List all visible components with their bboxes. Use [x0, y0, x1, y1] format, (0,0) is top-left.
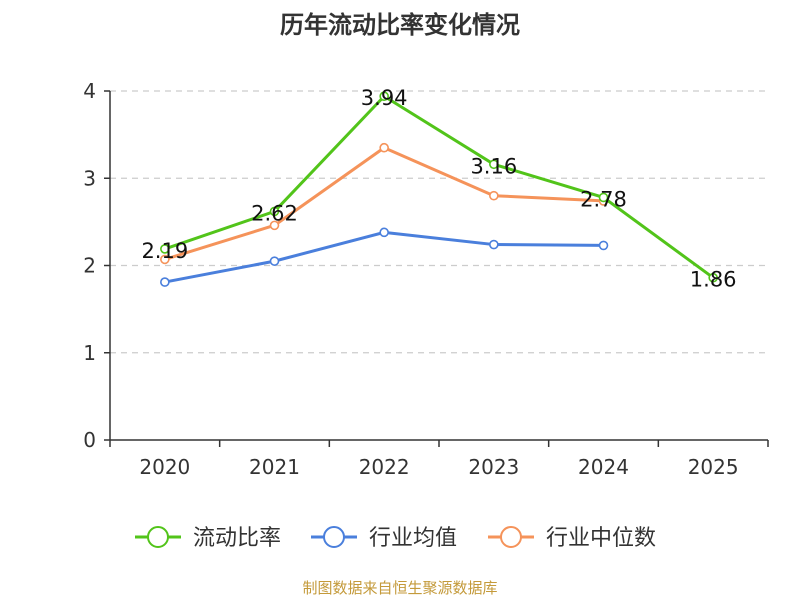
x-tick-label: 2022: [359, 455, 410, 479]
data-point-1: [598, 240, 609, 251]
legend-item-2[interactable]: 行业中位数: [488, 526, 656, 551]
legend-item-0[interactable]: 流动比率: [135, 526, 281, 551]
x-tick-label: 2025: [688, 455, 739, 479]
series-lines: [160, 91, 718, 287]
legend-label: 行业均值: [369, 526, 457, 551]
legend-marker-icon: [500, 526, 522, 548]
x-tick-label: 2024: [578, 455, 629, 479]
data-label: 2.19: [141, 239, 188, 263]
data-point-0: [489, 159, 499, 170]
legend-label: 流动比率: [193, 526, 281, 551]
axes: 0 1 2 3 4 2020 2021 2022 2023 2024 2025: [83, 79, 769, 479]
data-labels: 2.19 2.62 3.94 3.16 2.78 1.86: [141, 86, 736, 291]
y-tick-label: 2: [83, 254, 96, 278]
chart-title: 历年流动比率变化情况: [280, 11, 520, 39]
x-tick-label: 2023: [468, 455, 519, 479]
data-point-2: [379, 142, 389, 153]
series-line-2: [164, 146, 604, 261]
source-note: 制图数据来自恒生聚源数据库: [302, 579, 497, 597]
y-tick-label: 3: [83, 166, 96, 190]
data-label: 3.16: [470, 154, 517, 178]
data-point-0: [379, 91, 389, 102]
legend-marker-icon: [323, 526, 345, 548]
data-label: 1.86: [690, 268, 737, 292]
legend-label: 行业中位数: [546, 526, 656, 551]
series-line-0: [164, 94, 715, 279]
data-point-2: [269, 220, 280, 231]
x-tick-label: 2021: [249, 455, 300, 479]
data-label: 2.62: [251, 201, 298, 225]
legend-item-1[interactable]: 行业均值: [311, 526, 457, 551]
data-point-0: [160, 244, 170, 254]
data-point-0: [598, 192, 609, 203]
data-point-1: [269, 256, 280, 266]
y-tick-label: 0: [83, 428, 96, 452]
data-point-0: [708, 272, 718, 283]
data-label: 3.94: [361, 86, 408, 110]
data-point-0: [269, 206, 280, 217]
legend[interactable]: 流动比率 行业均值 行业中位数: [135, 526, 656, 551]
data-point-1: [160, 277, 170, 287]
data-point-2: [160, 254, 170, 265]
y-tick-label: 1: [83, 341, 96, 365]
data-point-2: [489, 190, 499, 201]
data-point-1: [379, 227, 389, 238]
legend-marker-icon: [147, 526, 169, 548]
x-tick-label: 2020: [139, 455, 190, 479]
data-label: 2.78: [580, 187, 627, 211]
y-tick-label: 4: [83, 79, 96, 103]
data-point-1: [489, 239, 499, 250]
